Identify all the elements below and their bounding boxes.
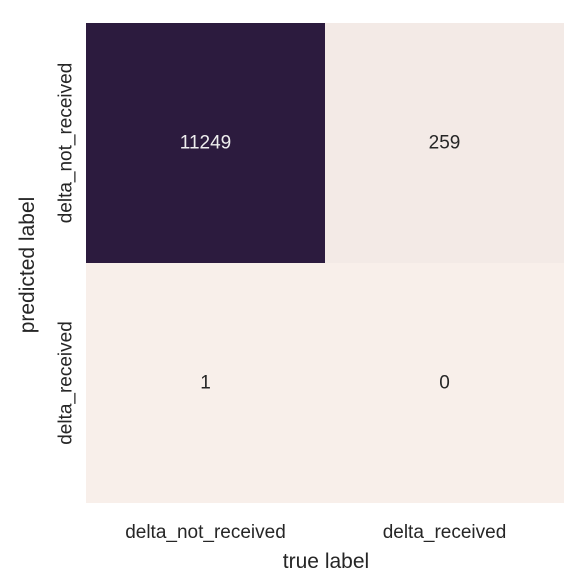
heatmap-cell-r0-c0 xyxy=(86,23,325,263)
cell-value-r1-c1: 0 xyxy=(439,373,450,394)
x-tick-label: delta_not_received xyxy=(125,522,286,543)
heatmap-cell-r0-c1 xyxy=(325,23,564,263)
heatmap-cell-r1-c0 xyxy=(86,263,325,503)
heatmap-cell-r1-c1 xyxy=(325,263,564,503)
y-axis-tick-labels: delta_not_received delta_received xyxy=(56,63,77,445)
cell-value-r0-c1: 259 xyxy=(429,133,461,154)
y-tick-label: delta_not_received xyxy=(56,63,77,224)
cell-value-r1-c0: 1 xyxy=(200,373,211,394)
x-axis-title: true label xyxy=(283,550,369,573)
x-axis-tick-labels: delta_not_received delta_received xyxy=(125,522,506,543)
y-tick-label: delta_received xyxy=(56,321,77,445)
x-tick-label: delta_received xyxy=(383,522,507,543)
heatmap-cells xyxy=(86,23,564,503)
cell-value-labels: 11249 259 1 0 xyxy=(180,133,461,394)
y-axis-title: predicted label xyxy=(16,197,39,334)
cell-value-r0-c0: 11249 xyxy=(180,133,231,154)
